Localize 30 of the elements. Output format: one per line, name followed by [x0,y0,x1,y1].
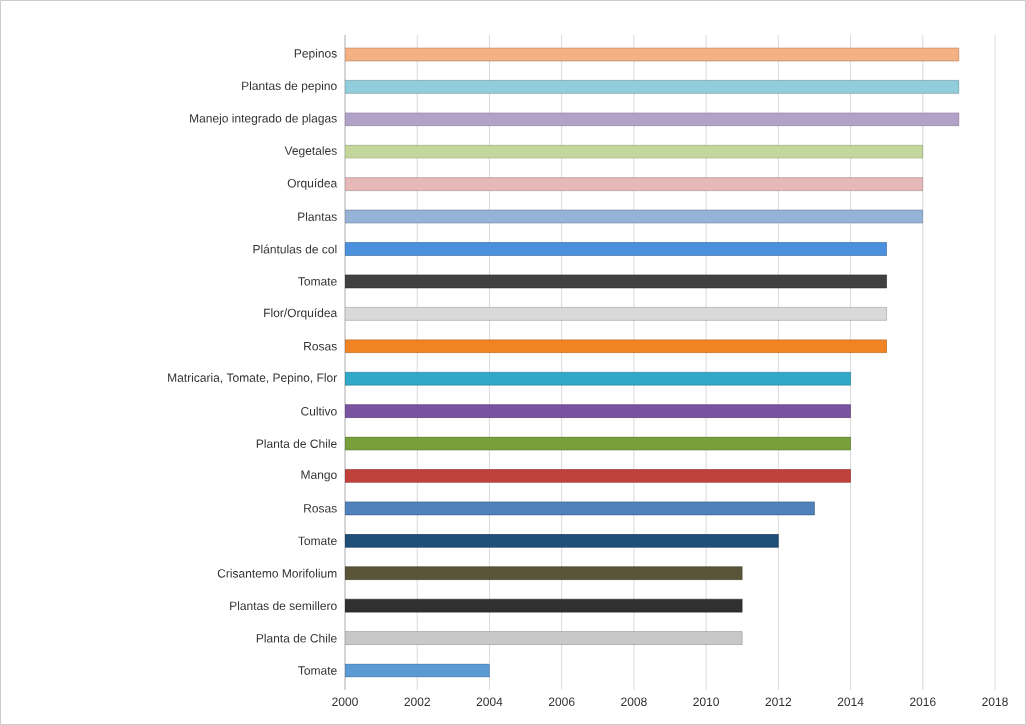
y-tick-label: Orquídea [287,178,338,190]
y-tick-label: Manejo integrado de plagas [190,113,337,125]
x-tick-label: 2004 [476,697,503,707]
y-tick-label: Vegetales [284,146,337,158]
y-tick-label: Plantas de pepino [242,81,337,93]
y-tick-label: Plantas de semillero [230,601,337,611]
y-tick-label: Rosas [304,504,337,513]
x-tick-label: 2016 [910,697,936,707]
y-tick-label: Crisantemo Morifolium [217,568,337,578]
x-tick-label: 2012 [765,697,792,707]
y-tick-label: Plantas [298,212,337,221]
y-tick-label: Cultivo [301,406,337,416]
y-tick-label: Planta de Chile [256,633,337,643]
x-tick-label: 2008 [621,697,647,707]
y-tick-label: Pepinos [294,48,337,61]
x-tick-label: 2018 [982,697,1008,707]
y-tick-label: Tomate [298,277,337,286]
y-tick-label: Planta de Chile [256,439,337,448]
y-tick-label: Tomate [298,666,337,675]
x-tick-label: 2014 [837,697,864,707]
y-tick-label: Plántulas de col [253,244,337,254]
y-tick-label: Tomate [298,536,337,546]
x-tick-label: 2006 [548,697,575,707]
y-tick-label: Mango [301,470,337,482]
x-tick-label: 2002 [404,697,430,707]
x-tick-label: 2010 [693,697,719,707]
y-tick-label: Flor/Orquídea [264,308,338,320]
y-tick-label: Matricaria, Tomate, Pepino, Flor [168,373,337,385]
x-tick-label: 2000 [332,697,358,707]
y-tick-label: Rosas [304,342,337,351]
